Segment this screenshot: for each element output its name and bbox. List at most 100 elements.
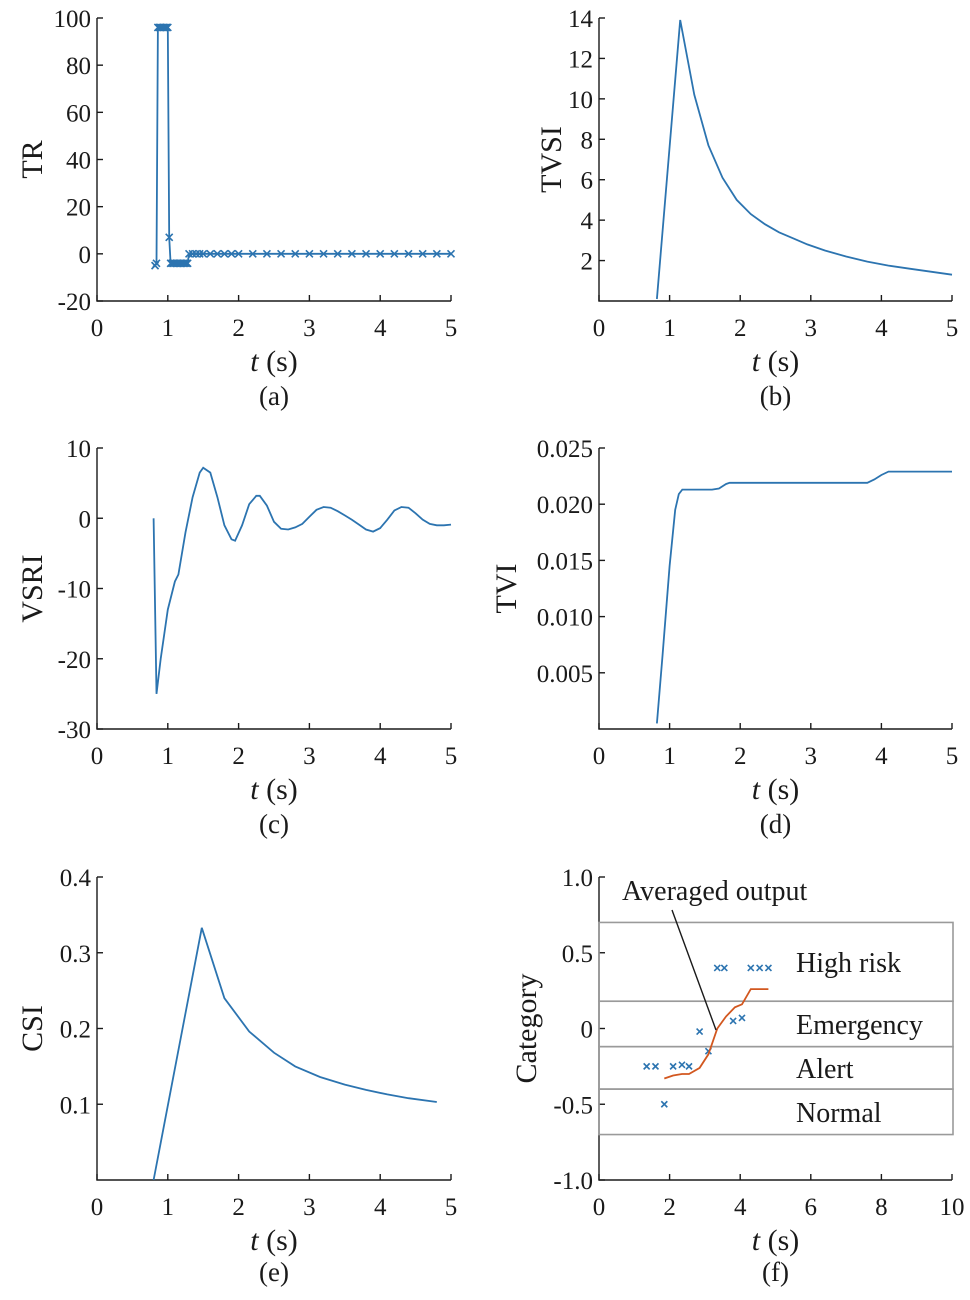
data-point bbox=[404, 249, 413, 258]
y-tick-label: -30 bbox=[58, 717, 91, 744]
x-tick-label: 0 bbox=[593, 743, 606, 770]
y-tick-label: 1.0 bbox=[562, 865, 593, 892]
y-tick-label: 10 bbox=[66, 436, 91, 463]
panel-caption: (f) bbox=[762, 1257, 789, 1287]
y-tick-label: 0.4 bbox=[60, 865, 92, 892]
scatter-point bbox=[660, 1100, 668, 1108]
x-axis-label-unit: (s) bbox=[760, 1224, 799, 1257]
x-tick-label: 4 bbox=[875, 743, 888, 770]
y-tick-label: -0.5 bbox=[553, 1092, 593, 1119]
x-tick-label: 3 bbox=[805, 315, 818, 342]
x-axis-label-symbol: t bbox=[752, 1224, 761, 1257]
category-band bbox=[598, 1088, 954, 1136]
y-tick-label: 14 bbox=[568, 6, 594, 33]
x-tick-label: 2 bbox=[734, 743, 747, 770]
panel-d: 0 1 2 3 4 5 0.005 0.010 0.015 0.020 0.025 TVI t (s)(… bbox=[490, 436, 958, 839]
category-band bbox=[598, 1045, 954, 1090]
y-tick-label: 40 bbox=[66, 148, 91, 175]
y-tick-label: 0.3 bbox=[60, 941, 91, 968]
data-point bbox=[152, 259, 161, 268]
x-tick-label: 3 bbox=[303, 743, 316, 770]
data-point bbox=[446, 249, 456, 258]
data-point bbox=[347, 249, 356, 258]
data-point bbox=[319, 249, 328, 258]
scatter-point bbox=[696, 1027, 704, 1036]
x-axis-label-unit: (s) bbox=[259, 345, 298, 378]
x-axis-label-unit: (s) bbox=[259, 773, 298, 806]
panel-caption: (b) bbox=[760, 381, 791, 411]
y-axis-label: TVI bbox=[490, 564, 523, 614]
y-tick-label: 0.015 bbox=[537, 548, 593, 575]
y-tick-label: 0.020 bbox=[537, 492, 593, 519]
y-axis-label: Category bbox=[510, 974, 543, 1084]
scatter-point bbox=[729, 1017, 737, 1025]
averaged-output-line bbox=[664, 988, 769, 1080]
x-tick-label: 1 bbox=[663, 315, 676, 342]
scatter-point bbox=[669, 1062, 677, 1070]
scatter-point bbox=[756, 964, 764, 972]
data-point bbox=[305, 249, 314, 258]
axis-frame bbox=[96, 877, 451, 1181]
panel-caption: (d) bbox=[760, 809, 791, 839]
series-line bbox=[152, 466, 452, 695]
x-axis-label: t (s) bbox=[250, 773, 298, 806]
series-line bbox=[152, 927, 437, 1181]
x-tick-label: 4 bbox=[374, 1194, 387, 1221]
x-tick-label: 3 bbox=[805, 743, 818, 770]
y-tick-label: 60 bbox=[66, 100, 91, 127]
panel-e: 0 1 2 3 4 5 0.1 0.2 0.3 0.4 CSI t (s)(e) bbox=[16, 865, 457, 1287]
scatter-point bbox=[643, 1062, 651, 1070]
x-axis-label-symbol: t bbox=[250, 1224, 259, 1257]
panel-caption: (e) bbox=[259, 1257, 289, 1287]
category-band-label: Alert bbox=[796, 1054, 854, 1085]
data-point bbox=[160, 23, 170, 32]
x-tick-label: 1 bbox=[162, 1194, 175, 1221]
data-point bbox=[390, 249, 399, 258]
data-point bbox=[262, 249, 271, 258]
y-tick-label: 100 bbox=[54, 6, 92, 33]
data-point bbox=[220, 249, 229, 258]
y-axis-label: VSRI bbox=[16, 554, 49, 622]
x-tick-label: 0 bbox=[91, 1194, 104, 1221]
x-tick-label: 2 bbox=[232, 743, 245, 770]
x-tick-label: 4 bbox=[734, 1194, 747, 1221]
x-axis-label-symbol: t bbox=[752, 345, 761, 378]
y-tick-label: 0 bbox=[79, 242, 92, 269]
scatter-point bbox=[764, 964, 773, 972]
annotation-leader-line bbox=[671, 909, 717, 1031]
y-tick-label: 0 bbox=[581, 1017, 594, 1044]
y-tick-label: 0.025 bbox=[537, 436, 593, 463]
y-tick-label: -1.0 bbox=[553, 1168, 593, 1195]
data-point bbox=[418, 249, 427, 258]
axis-frame bbox=[96, 18, 451, 302]
panel-c: 0 1 2 3 4 5 -30 -20 -10 0 10 VSRI t (s)(c) bbox=[16, 436, 457, 839]
x-axis-label: t (s) bbox=[752, 345, 800, 378]
category-band-label: Normal bbox=[796, 1098, 882, 1129]
y-tick-label: -20 bbox=[58, 289, 91, 316]
axis-frame bbox=[598, 18, 952, 302]
x-axis-label-symbol: t bbox=[250, 345, 259, 378]
x-axis-label-symbol: t bbox=[250, 773, 259, 806]
annotation-label: Averaged output bbox=[622, 876, 808, 907]
x-tick-label: 3 bbox=[303, 1194, 316, 1221]
x-tick-label: 4 bbox=[374, 743, 387, 770]
x-tick-label: 5 bbox=[445, 1194, 458, 1221]
y-tick-label: 20 bbox=[66, 195, 91, 222]
y-tick-label: 0.010 bbox=[537, 605, 593, 632]
x-tick-label: 0 bbox=[593, 315, 606, 342]
panel-caption: (a) bbox=[259, 381, 289, 411]
y-tick-label: 80 bbox=[66, 53, 91, 80]
data-point bbox=[165, 233, 174, 242]
category-band-label: Emergency bbox=[796, 1010, 923, 1041]
y-tick-label: 0.5 bbox=[562, 941, 593, 968]
x-tick-label: 0 bbox=[593, 1194, 606, 1221]
data-point bbox=[291, 249, 300, 258]
y-tick-label: 6 bbox=[581, 168, 594, 195]
y-axis-label: CSI bbox=[16, 1005, 49, 1052]
x-tick-label: 1 bbox=[162, 315, 175, 342]
data-point bbox=[206, 249, 215, 258]
data-point bbox=[183, 259, 192, 268]
scatter-point bbox=[678, 1061, 686, 1069]
